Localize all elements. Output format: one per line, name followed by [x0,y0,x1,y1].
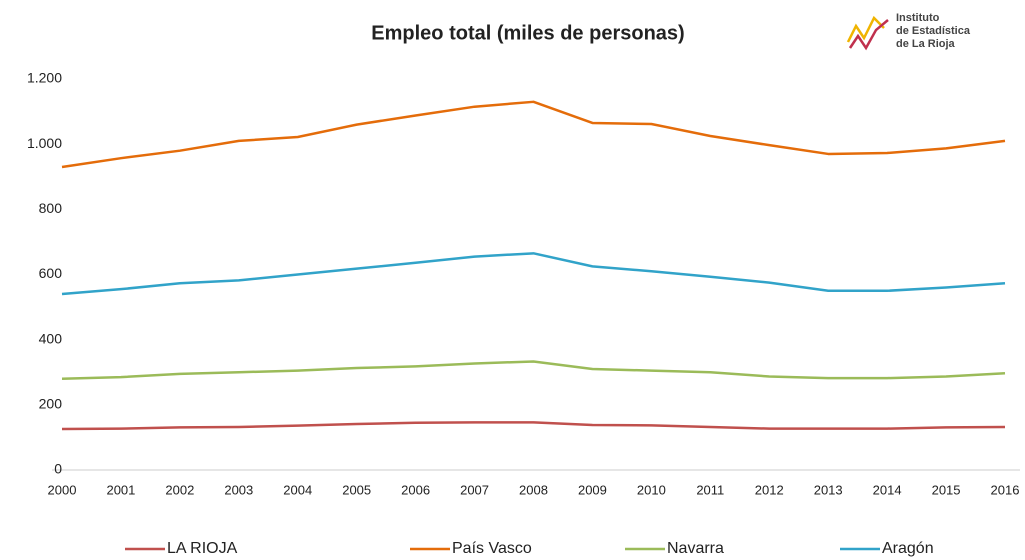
y-tick-label: 600 [39,265,63,281]
x-tick-label: 2012 [755,482,784,497]
x-tick-label: 2013 [814,482,843,497]
legend-label: Aragón [882,540,934,557]
x-tick-label: 2001 [106,482,135,497]
y-tick-label: 1.200 [27,70,62,86]
legend-label: Navarra [667,540,724,557]
x-tick-label: 2007 [460,482,489,497]
x-tick-label: 2006 [401,482,430,497]
x-tick-label: 2016 [991,482,1020,497]
y-tick-label: 200 [39,396,63,412]
series-line [61,252,1006,296]
legend-label: LA RIOJA [167,540,238,557]
logo-text: de Estadística [896,25,971,37]
x-tick-label: 2002 [165,482,194,497]
series-line [61,421,1006,431]
series-line [61,360,1006,381]
x-tick-label: 2005 [342,482,371,497]
logo-icon [848,19,889,51]
y-tick-label: 1.000 [27,135,62,151]
legend-label: País Vasco [452,540,532,557]
x-tick-label: 2000 [48,482,77,497]
logo: Instituto de Estadística de La Rioja [846,12,971,51]
x-tick-label: 2010 [637,482,666,497]
x-tick-label: 2011 [696,482,724,497]
x-tick-label: 2015 [932,482,961,497]
x-tick-label: 2003 [224,482,253,497]
x-tick-label: 2008 [519,482,548,497]
x-tick-label: 2014 [873,482,902,497]
x-tick-label: 2004 [283,482,312,497]
chart-title: Empleo total (miles de personas) [371,22,684,44]
series-line [61,100,1006,169]
y-tick-label: 0 [54,461,62,477]
logo-text: de La Rioja [896,38,956,50]
x-tick-label: 2009 [578,482,607,497]
logo-text: Instituto [896,12,940,24]
logo-icon [846,15,885,43]
y-tick-label: 800 [39,200,63,216]
y-tick-label: 400 [39,330,63,346]
